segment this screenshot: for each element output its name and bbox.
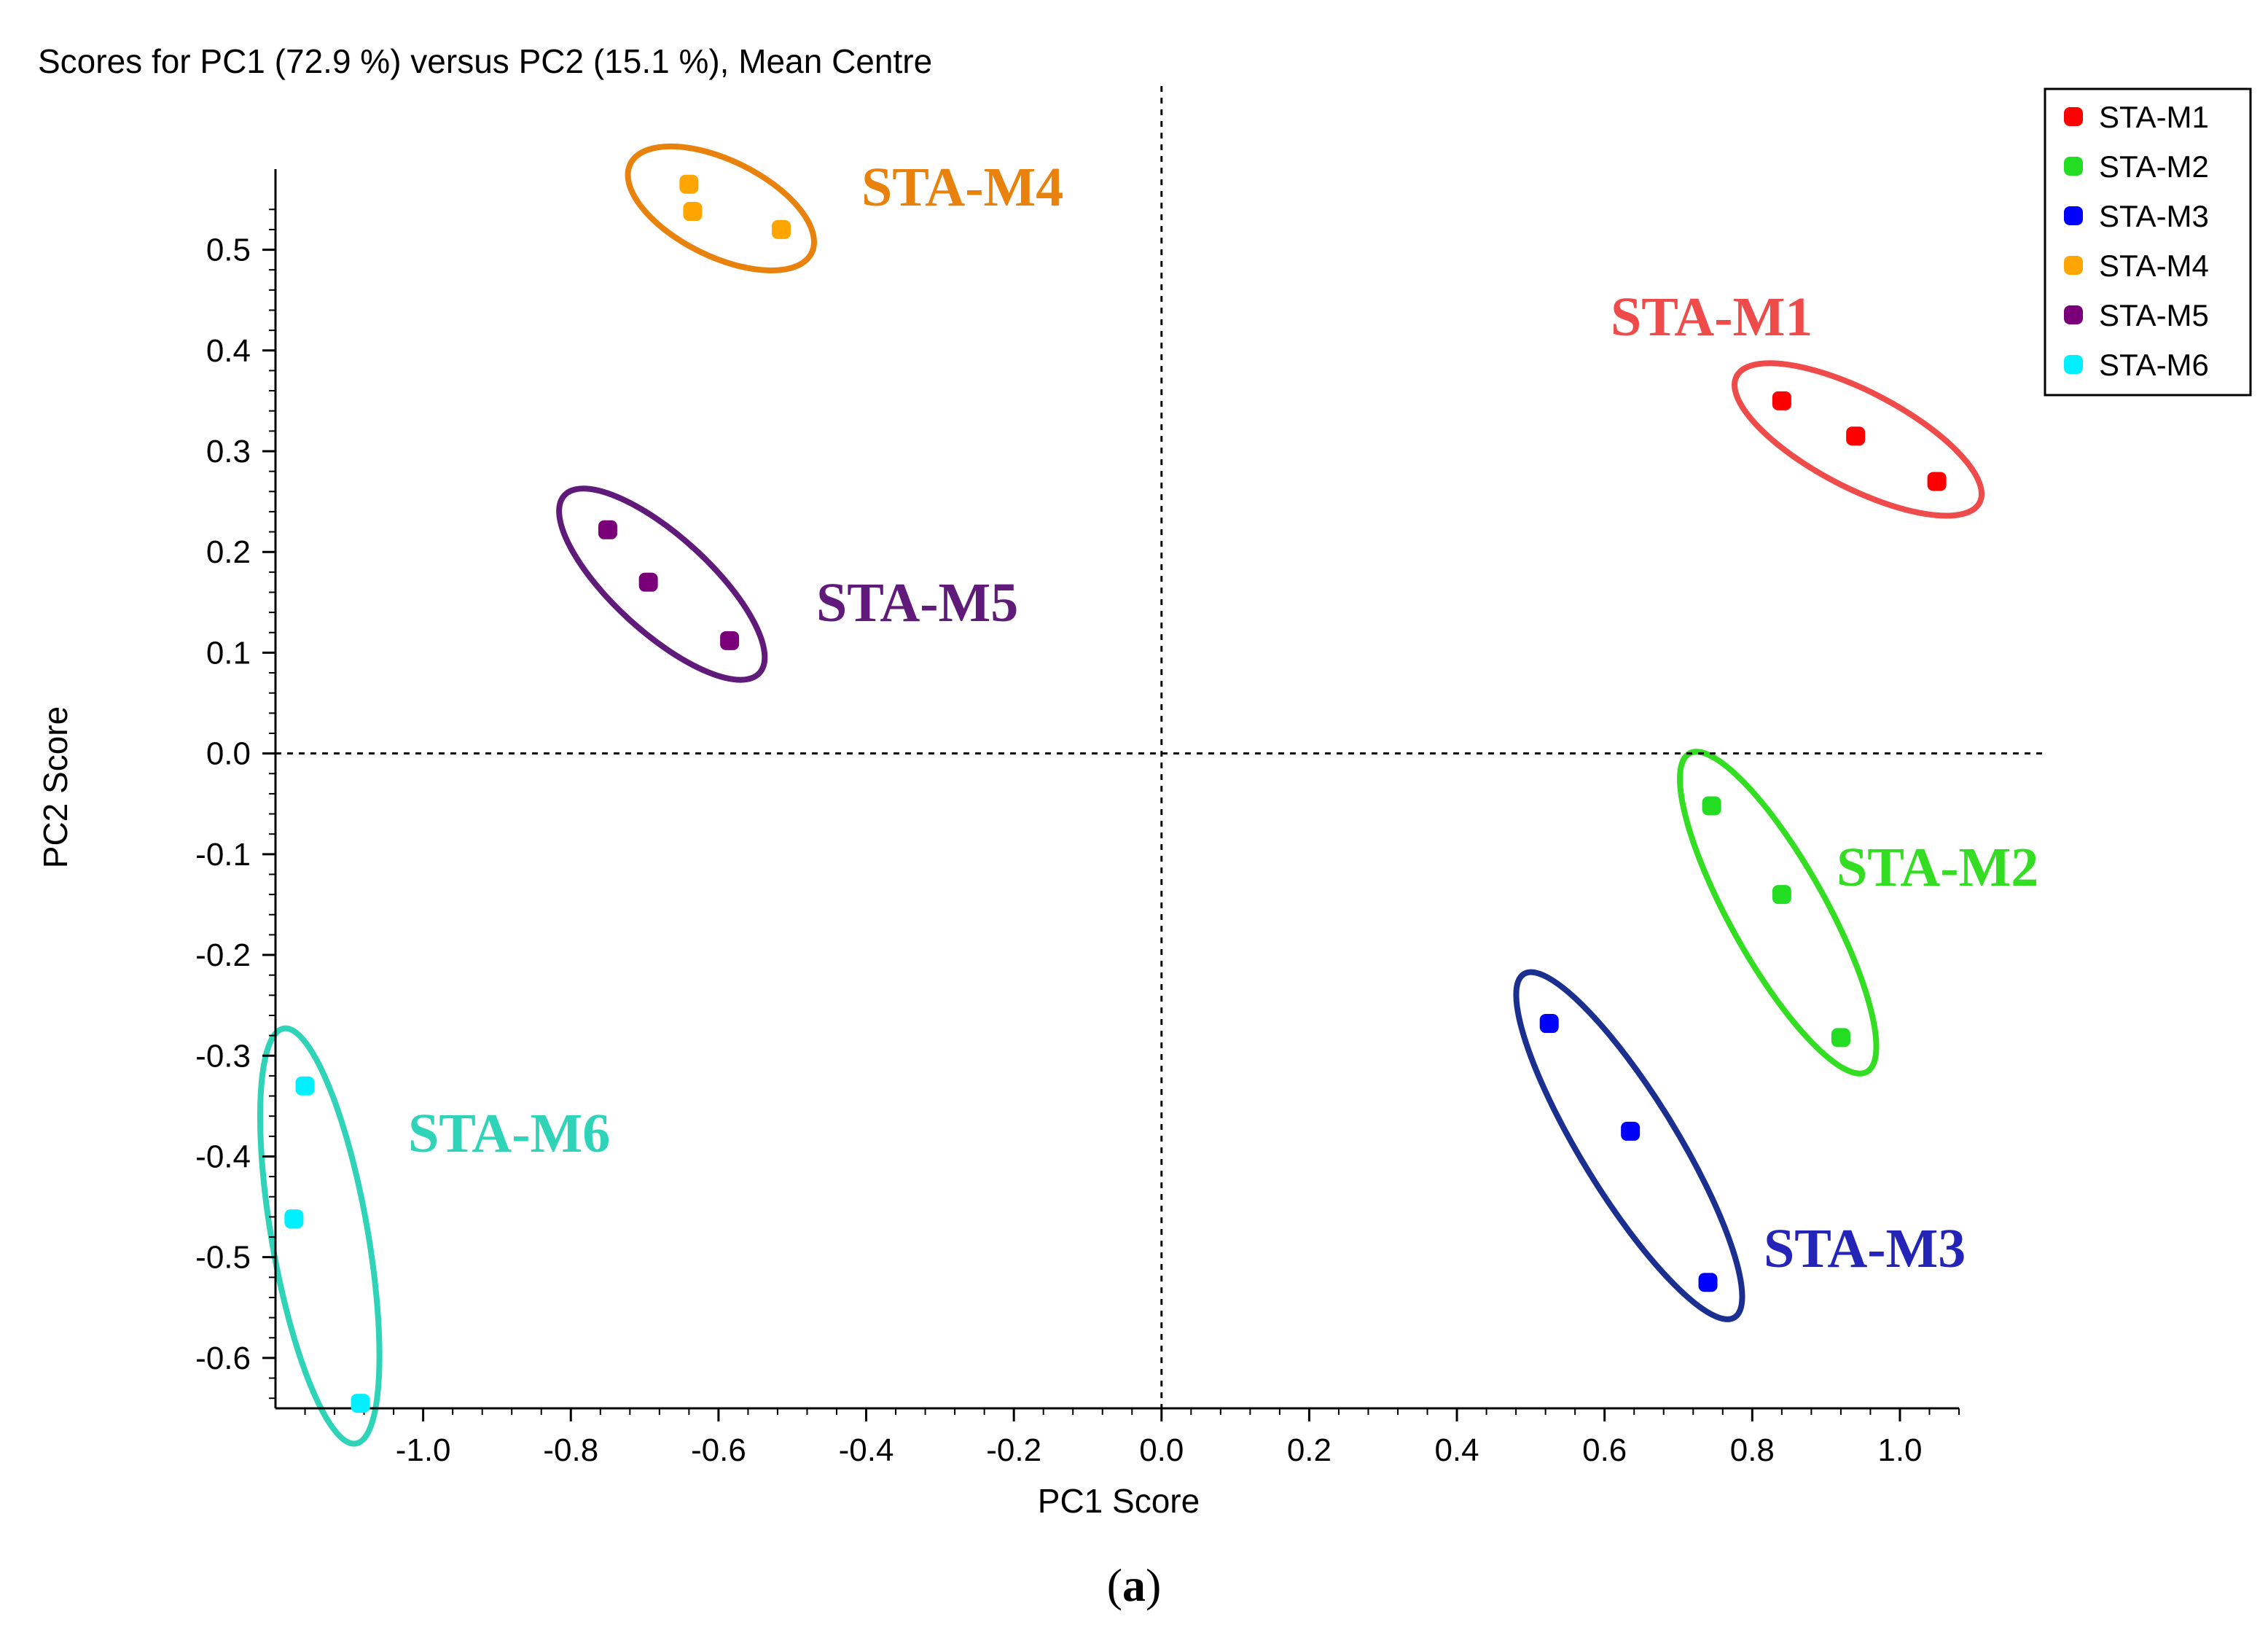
data-point-sta-m4	[683, 202, 703, 222]
axes	[274, 169, 1959, 1410]
x-tick-label: -0.2	[986, 1432, 1041, 1468]
x-axis-title: PC1 Score	[1038, 1482, 1200, 1520]
data-point-sta-m3	[1621, 1121, 1641, 1141]
legend-marker-sta-m2	[2064, 157, 2083, 176]
data-points	[284, 174, 1947, 1413]
data-point-sta-m2	[1702, 796, 1721, 816]
legend-marker-sta-m4	[2064, 256, 2083, 275]
legend-label-sta-m4: STA-M4	[2099, 249, 2209, 283]
legend: STA-M1 STA-M2 STA-M3 STA-M4 STA-M5 STA-M6	[2044, 87, 2252, 397]
y-tick-label: -0.2	[195, 937, 251, 973]
data-point-sta-m3	[1539, 1014, 1559, 1034]
y-tick-label: 0.0	[206, 736, 251, 772]
data-point-sta-m4	[772, 219, 791, 239]
x-tick-label: 0.8	[1730, 1432, 1775, 1468]
cluster-labels: STA-M1 STA-M2 STA-M3 STA-M4 STA-M5 STA-M6	[408, 157, 2038, 1279]
cluster-label-sta-m1: STA-M1	[1611, 286, 1813, 348]
caption-open-paren: (	[1107, 1559, 1122, 1611]
y-axis-title: PC2 Score	[36, 706, 74, 868]
data-point-sta-m6	[284, 1209, 304, 1229]
cluster-label-sta-m6: STA-M6	[408, 1103, 610, 1164]
x-tick-label: -1.0	[396, 1432, 451, 1468]
reference-lines	[275, 86, 2046, 1408]
cluster-label-sta-m2: STA-M2	[1837, 837, 2038, 898]
y-tick-label: -0.5	[195, 1240, 251, 1276]
data-point-sta-m5	[598, 520, 617, 539]
caption-close-paren: )	[1146, 1559, 1161, 1611]
cluster-label-sta-m5: STA-M5	[816, 572, 1018, 633]
y-tick-label: -0.6	[195, 1341, 251, 1376]
x-tick-label: 0.4	[1434, 1432, 1479, 1468]
cluster-ellipse-sta-m2	[1677, 749, 1880, 1077]
x-tick-label: 1.0	[1877, 1432, 1922, 1468]
data-point-sta-m5	[638, 572, 658, 592]
cluster-ellipse-sta-m3	[1513, 969, 1745, 1322]
cluster-ellipse-sta-m1	[1732, 360, 1985, 519]
cluster-ellipse-sta-m4	[625, 143, 817, 273]
x-tick-label: 0.0	[1139, 1432, 1184, 1468]
legend-marker-sta-m6	[2064, 355, 2083, 374]
figure-caption: (a)	[1107, 1559, 1162, 1611]
y-tick-label: 0.3	[206, 434, 251, 469]
x-tick-label: -0.6	[691, 1432, 746, 1468]
x-axis-ticks: -1.0 -0.8 -0.6 -0.4 -0.2 0.0 0.2 0.4 0.6 0.8 1.0	[304, 1408, 1960, 1468]
data-point-sta-m2	[1831, 1028, 1850, 1047]
legend-marker-sta-m3	[2064, 206, 2083, 225]
y-tick-label: -0.1	[195, 837, 251, 873]
cluster-ellipse-sta-m6	[257, 1025, 383, 1447]
cluster-ellipse-sta-m5	[556, 485, 768, 683]
y-tick-label: 0.5	[206, 233, 251, 268]
legend-label-sta-m3: STA-M3	[2099, 199, 2209, 233]
legend-marker-sta-m1	[2064, 107, 2083, 126]
data-point-sta-m3	[1698, 1273, 1718, 1292]
x-tick-label: -0.8	[543, 1432, 598, 1468]
chart-title: Scores for PC1 (72.9 %) versus PC2 (15.1…	[38, 42, 932, 80]
x-tick-label: 0.6	[1582, 1432, 1627, 1468]
cluster-label-sta-m3: STA-M3	[1764, 1218, 1966, 1279]
y-tick-label: 0.4	[206, 333, 251, 369]
data-point-sta-m1	[1846, 426, 1866, 446]
y-tick-label: 0.1	[206, 635, 251, 671]
legend-label-sta-m5: STA-M5	[2099, 298, 2209, 332]
y-tick-label: -0.4	[195, 1139, 251, 1174]
data-point-sta-m6	[295, 1076, 315, 1096]
legend-label-sta-m1: STA-M1	[2099, 100, 2209, 134]
data-point-sta-m1	[1927, 472, 1947, 491]
data-point-sta-m1	[1772, 391, 1791, 410]
y-tick-label: -0.3	[195, 1038, 251, 1074]
data-point-sta-m4	[679, 174, 699, 194]
legend-marker-sta-m5	[2064, 305, 2083, 324]
cluster-ellipses	[257, 143, 1985, 1447]
legend-label-sta-m2: STA-M2	[2099, 149, 2209, 184]
legend-box	[2044, 87, 2252, 397]
x-tick-label: -0.4	[839, 1432, 894, 1468]
data-point-sta-m5	[720, 631, 740, 650]
data-point-sta-m6	[351, 1394, 370, 1413]
y-axis-ticks: 0.5 0.4 0.3 0.2 0.1 0.0 -0.1 -0.2 -0.3 -0.4 -0.5 -0…	[195, 208, 275, 1400]
data-point-sta-m2	[1772, 885, 1791, 905]
caption-letter: a	[1122, 1559, 1146, 1611]
legend-label-sta-m6: STA-M6	[2099, 348, 2209, 382]
cluster-label-sta-m4: STA-M4	[861, 157, 1063, 218]
y-tick-label: 0.2	[206, 534, 251, 570]
x-tick-label: 0.2	[1287, 1432, 1332, 1468]
